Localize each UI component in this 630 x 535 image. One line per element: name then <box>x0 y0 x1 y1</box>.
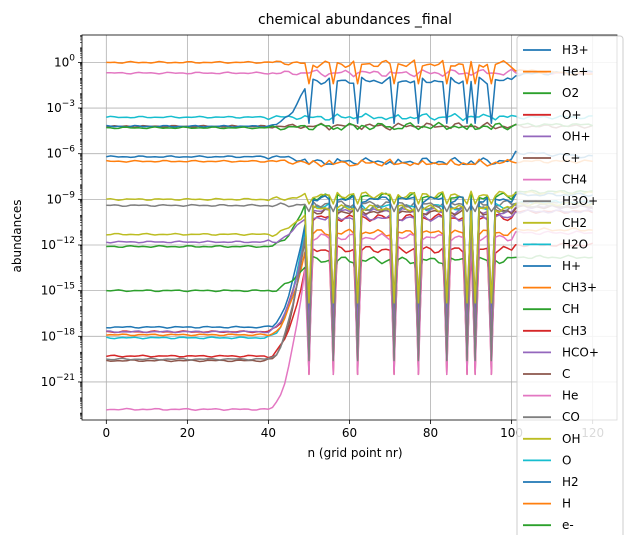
x-tick-label: 80 <box>423 426 438 440</box>
legend-label-CH4: CH4 <box>562 173 587 187</box>
x-tick-label: 40 <box>261 426 276 440</box>
y-tick-exponent: −18 <box>56 327 75 337</box>
legend-label-CH: CH <box>562 302 579 316</box>
legend-label-C+: C+ <box>562 151 580 165</box>
legend-label-H3O+: H3O+ <box>562 194 598 208</box>
series-line-e- <box>106 121 593 131</box>
series-line-O <box>106 112 593 122</box>
legend-label-H2: H2 <box>562 475 579 489</box>
series-line-CH3+ <box>106 227 593 338</box>
y-tick-base: 10 <box>41 284 56 298</box>
legend-label-OH: OH <box>562 432 580 446</box>
series-line-H3+ <box>106 150 593 166</box>
legend-label-e-: e- <box>562 518 574 532</box>
y-tick-base: 10 <box>46 101 61 115</box>
legend-label-CO: CO <box>562 410 580 424</box>
y-tick-exponent: −15 <box>56 282 75 292</box>
series-line-CH <box>106 254 593 293</box>
legend-label-CH3: CH3 <box>562 324 587 338</box>
y-tick-base: 10 <box>41 329 56 343</box>
y-tick-base: 10 <box>41 238 56 252</box>
legend-label-CH3+: CH3+ <box>562 281 597 295</box>
legend-label-CH2: CH2 <box>562 216 587 230</box>
legend-label-OH+: OH+ <box>562 129 591 143</box>
y-tick-exponent: −21 <box>56 373 75 383</box>
series-line-He+ <box>106 158 593 168</box>
y-tick-exponent: −6 <box>62 145 76 155</box>
x-tick-label: 0 <box>102 426 110 440</box>
y-tick-label: 10−12 <box>41 236 75 252</box>
series-line-H2 <box>106 69 593 128</box>
y-tick-label: 10−3 <box>46 99 75 115</box>
legend-label-H2O: H2O <box>562 237 588 251</box>
legend-label-He+: He+ <box>562 65 588 79</box>
legend: H3+He+O2O+OH+C+CH4H3O+CH2H2OH+CH3+CHCH3H… <box>516 35 624 535</box>
series-line-OH <box>106 201 594 304</box>
series-line-CO <box>106 203 593 362</box>
legend-label-H: H <box>562 497 571 511</box>
y-tick-label: 10−21 <box>41 373 75 389</box>
y-tick-exponent: −9 <box>62 190 76 200</box>
series-line-O2 <box>106 189 593 330</box>
legend-label-HCO+: HCO+ <box>562 345 599 359</box>
y-tick-base: 10 <box>41 375 56 389</box>
y-tick-base: 10 <box>46 192 61 206</box>
y-tick-label: 10−6 <box>46 145 75 161</box>
legend-box <box>516 35 624 535</box>
legend-label-O: O <box>562 453 571 467</box>
legend-label-O2: O2 <box>562 86 579 100</box>
legend-label-H+: H+ <box>562 259 581 273</box>
series-line-HCO+ <box>106 209 593 334</box>
legend-label-O+: O+ <box>562 108 582 122</box>
legend-label-H3+: H3+ <box>562 43 589 57</box>
legend-label-C: C <box>562 367 570 381</box>
y-tick-label: 10−9 <box>46 190 75 206</box>
series-lines <box>106 59 594 411</box>
series-line-H <box>106 59 593 85</box>
series-line-CH3 <box>106 242 593 360</box>
y-tick-label: 10−15 <box>41 282 75 298</box>
y-axis-label: abundances <box>10 200 24 273</box>
series-line-CH2 <box>106 190 593 205</box>
x-tick-label: 20 <box>180 426 195 440</box>
y-tick-base: 10 <box>54 55 69 69</box>
x-tick-label: 60 <box>342 426 357 440</box>
series-line-CH4 <box>106 68 593 78</box>
series-line-OH+ <box>106 204 593 300</box>
y-tick-label: 100 <box>54 53 75 69</box>
series-line-C <box>106 204 593 363</box>
series-line-He <box>106 230 593 411</box>
series-line-H+ <box>106 192 593 329</box>
y-tick-label: 10−18 <box>41 327 76 343</box>
y-tick-exponent: 0 <box>69 53 75 63</box>
y-tick-exponent: −3 <box>62 99 75 109</box>
x-axis-label: n (grid point nr) <box>307 446 402 460</box>
chart-title: chemical abundances _final <box>258 12 452 28</box>
y-tick-base: 10 <box>46 147 61 161</box>
y-tick-exponent: −12 <box>56 236 75 246</box>
legend-label-He: He <box>562 389 578 403</box>
